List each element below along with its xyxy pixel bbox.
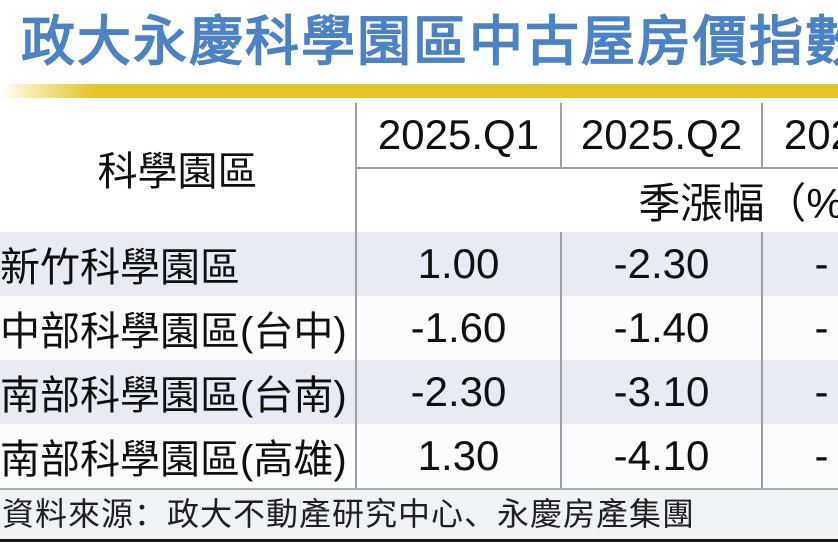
value-q1: 1.30	[355, 424, 561, 490]
value-q2: -4.10	[560, 424, 762, 490]
spacer	[0, 98, 838, 103]
value-q2: -3.10	[560, 360, 762, 424]
value-q3-partial: -	[814, 304, 829, 351]
value-q1: -2.30	[355, 360, 561, 424]
table-row: 中部科學園區(台中) -1.60 -1.40 -	[0, 296, 838, 360]
value-q3: -	[761, 232, 838, 296]
value-q3-partial: -	[814, 432, 829, 479]
park-label: 南部科學園區(高雄)	[0, 424, 357, 490]
title-block: 政大永慶科學園區中古屋房價指數	[0, 0, 838, 84]
quarter-header-q1: 2025.Q1	[355, 103, 561, 169]
corner-header-cell: 科學園區	[0, 103, 357, 232]
value-q1: 1.00	[355, 232, 561, 296]
value-q3-partial: -	[814, 240, 829, 287]
quarter-header-q3: 2025.Q3	[761, 103, 838, 169]
value-q2: -2.30	[560, 232, 762, 296]
table-clip-region: 科學園區 2025.Q1 2025.Q2 2025.Q3 季漲幅（%） 新竹科學…	[0, 103, 838, 490]
park-label: 新竹科學園區	[0, 232, 357, 296]
table-row: 南部科學園區(高雄) 1.30 -4.10 -	[0, 424, 838, 490]
accent-bar	[0, 84, 838, 98]
bottom-rule	[0, 539, 838, 542]
value-q3-partial: -	[814, 368, 829, 415]
measure-header-cell: 季漲幅（%）	[356, 168, 838, 232]
quarter-header-q2: 2025.Q2	[560, 103, 762, 169]
table-row: 新竹科學園區 1.00 -2.30 -	[0, 232, 838, 296]
value-q3: -	[761, 296, 838, 360]
value-q2: -1.40	[560, 296, 762, 360]
park-label: 南部科學園區(台南)	[0, 360, 357, 424]
park-label: 中部科學園區(台中)	[0, 296, 357, 360]
table-row: 南部科學園區(台南) -2.30 -3.10 -	[0, 360, 838, 424]
value-q3: -	[761, 424, 838, 490]
price-index-table: 科學園區 2025.Q1 2025.Q2 2025.Q3 季漲幅（%） 新竹科學…	[0, 103, 838, 490]
page-title: 政大永慶科學園區中古屋房價指數	[21, 12, 838, 72]
value-q3: -	[761, 360, 838, 424]
source-note: 資料來源：政大不動產研究中心、永慶房產集團	[0, 490, 838, 539]
value-q1: -1.60	[355, 296, 561, 360]
